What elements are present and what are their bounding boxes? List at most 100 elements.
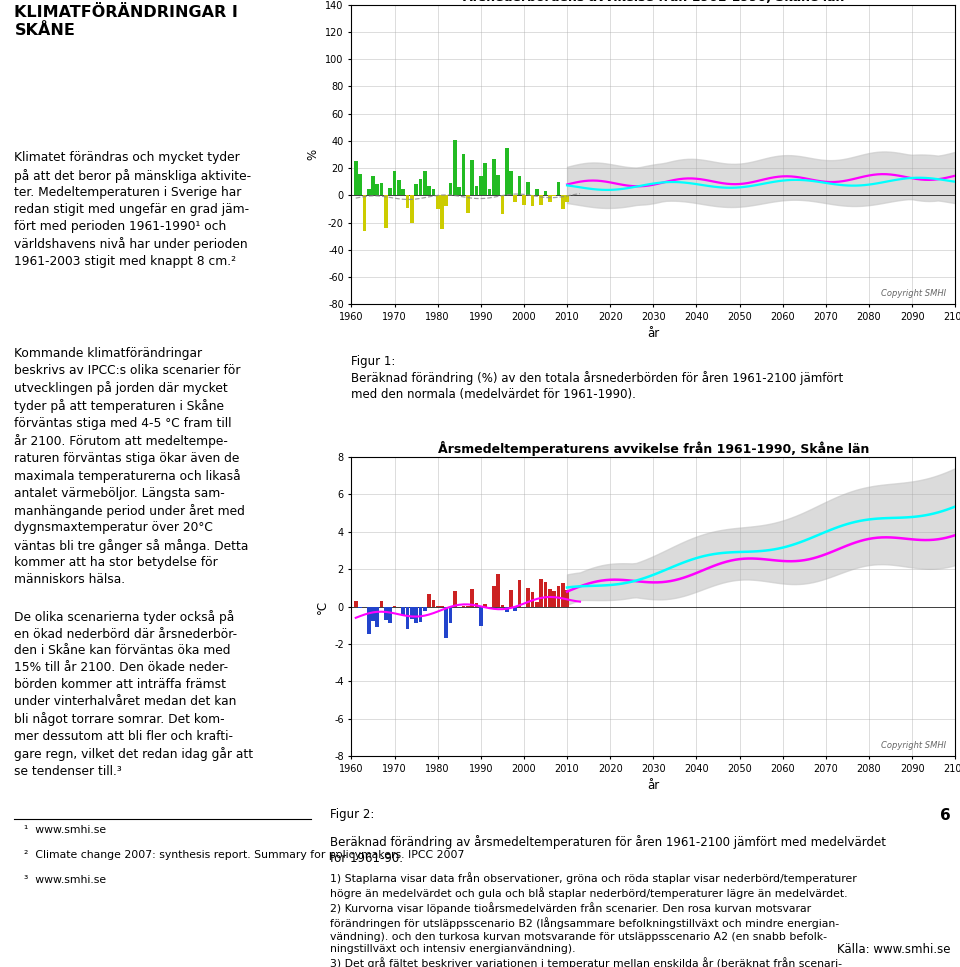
Text: Copyright SMHI: Copyright SMHI [881,289,947,298]
Bar [380,183,383,195]
Bar [419,606,422,622]
Bar [505,148,509,195]
Bar [492,586,495,606]
Text: Kommande klimatförändringar
beskrivs av IPCC:s olika scenarier för
utvecklingen : Kommande klimatförändringar beskrivs av … [14,347,249,586]
Bar [540,195,543,205]
Bar [548,195,552,202]
Bar [492,159,495,195]
Bar [406,606,409,630]
Bar [514,606,517,611]
Text: Copyright SMHI: Copyright SMHI [881,742,947,750]
Title: Årsmedeltemperaturens avvikelse från 1961-1990, Skåne län: Årsmedeltemperaturens avvikelse från 196… [438,441,869,455]
Bar [496,574,500,606]
Bar [415,184,418,195]
Bar [375,606,379,628]
Bar [557,182,561,195]
Bar [462,155,466,195]
Bar [500,195,504,215]
Text: Klimatet förändras och mycket tyder
på att det beror på mänskliga aktivite-
ter.: Klimatet förändras och mycket tyder på a… [14,152,252,268]
Bar [500,605,504,606]
Bar [561,195,564,209]
Bar [389,189,392,195]
Text: Figur 2:: Figur 2: [329,808,374,821]
Bar [441,195,444,229]
Bar [375,185,379,195]
Bar [453,591,457,606]
Bar [384,195,388,228]
Bar [367,606,371,634]
Bar [517,176,521,195]
Title: Årsnederbördens avvikelse från 1961-1990, Skåne län: Årsnederbördens avvikelse från 1961-1990… [463,0,844,4]
Bar [372,606,374,622]
Bar [448,183,452,195]
Bar [509,171,513,195]
X-axis label: år: år [647,779,660,793]
Bar [470,589,474,606]
Bar [543,582,547,606]
Bar [483,162,487,195]
Bar [509,590,513,606]
Text: De olika scenarierna tyder också på
en ökad nederbörd där årsnederbör-
den i Skå: De olika scenarierna tyder också på en ö… [14,610,253,777]
Bar [363,195,366,231]
Bar [453,140,457,195]
Bar [401,606,405,615]
Bar [526,588,530,606]
Bar [389,606,392,624]
Bar [432,189,435,195]
Bar [548,589,552,606]
Bar [483,604,487,606]
Text: Beräknad förändring av årsmedeltemperaturen för åren 1961-2100 jämfört med medel: Beräknad förändring av årsmedeltemperatu… [329,835,885,864]
Bar [535,601,539,606]
Bar [505,606,509,612]
Bar [354,601,357,606]
Bar [448,606,452,624]
Bar [358,606,362,608]
Text: ³  www.smhi.se: ³ www.smhi.se [24,875,106,885]
Bar [514,195,517,202]
Bar [470,160,474,195]
Bar [531,195,535,206]
Bar [415,606,418,624]
Bar [552,591,556,606]
Bar [522,195,526,205]
Y-axis label: %: % [307,149,320,161]
Text: 6: 6 [940,808,950,823]
Bar [393,171,396,195]
Bar [561,583,564,606]
Y-axis label: °C: °C [316,600,328,614]
Bar [436,195,440,209]
Bar [479,176,483,195]
Bar [479,606,483,626]
Bar [444,606,448,637]
Bar [401,189,405,195]
Bar [432,600,435,606]
Text: 1) Staplarna visar data från observationer, gröna och röda staplar visar nederbö: 1) Staplarna visar data från observation… [329,872,856,967]
Bar [531,592,535,606]
Bar [466,195,469,213]
Bar [397,180,400,195]
Bar [557,586,561,606]
Text: KLIMATFÖRÄNDRINGAR I
SKÅNE: KLIMATFÖRÄNDRINGAR I SKÅNE [14,5,238,38]
Bar [410,195,414,222]
Text: Källa: www.smhi.se: Källa: www.smhi.se [837,943,950,956]
Bar [410,606,414,619]
Bar [358,174,362,195]
Bar [423,606,426,611]
Bar [380,601,383,606]
Text: ¹  www.smhi.se: ¹ www.smhi.se [24,826,106,835]
Bar [384,606,388,621]
Bar [526,182,530,195]
Bar [406,195,409,208]
Bar [367,189,371,195]
Bar [517,580,521,606]
Bar [474,603,478,606]
Bar [427,594,431,606]
Bar [474,186,478,195]
Bar [427,186,431,195]
Bar [535,189,539,195]
Bar [496,175,500,195]
X-axis label: år: år [647,328,660,340]
Text: Figur 1:: Figur 1: [351,355,396,367]
Bar [423,171,426,195]
Bar [372,176,374,195]
